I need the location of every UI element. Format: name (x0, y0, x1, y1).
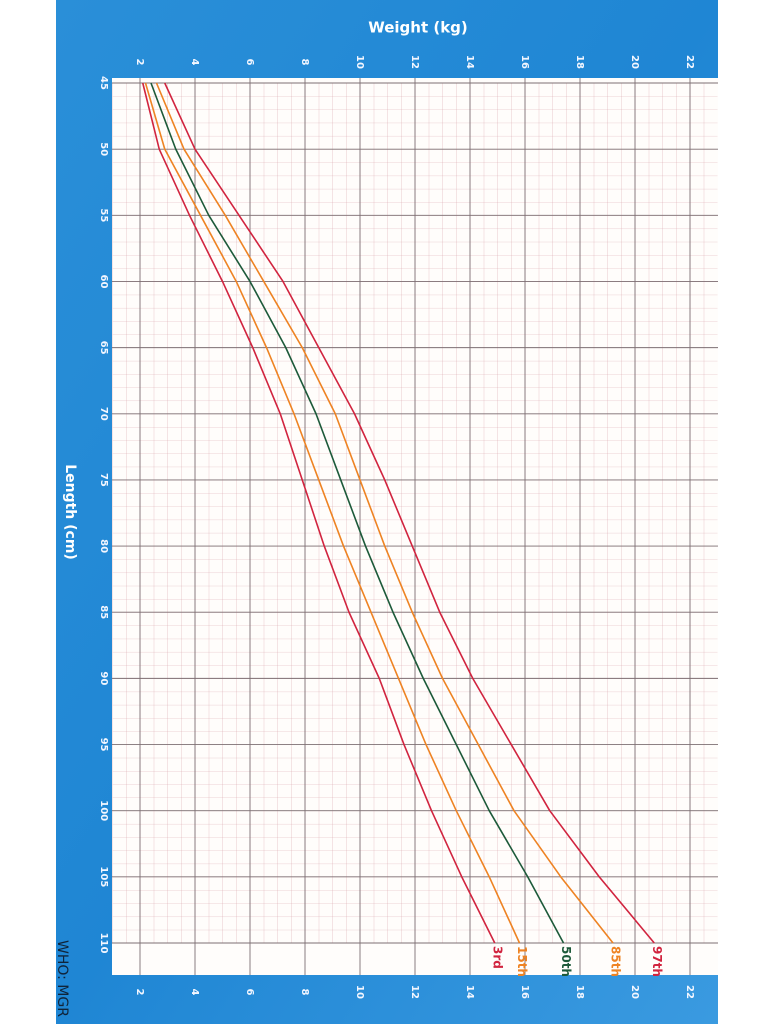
weight-tick-label: 2 (134, 59, 145, 66)
percentile-curve (144, 82, 521, 944)
weight-tick-label: 10 (354, 55, 365, 69)
length-tick-label: 110 (98, 933, 109, 954)
weight-tick-label: 18 (574, 55, 585, 69)
length-tick-label: 90 (98, 671, 109, 685)
weight-tick-label: 12 (409, 985, 420, 999)
curve-label: 85th (609, 946, 623, 977)
weight-tick-label: 16 (519, 985, 530, 999)
length-tick-label: 80 (98, 539, 109, 553)
weight-tick-label: 20 (629, 55, 640, 69)
weight-tick-label: 22 (684, 985, 695, 999)
length-tick-label: 95 (98, 738, 109, 752)
weight-tick-label: 22 (684, 55, 695, 69)
curve-label: 3rd (490, 946, 504, 969)
length-tick-label: 65 (98, 341, 109, 355)
percentile-curve (155, 82, 614, 944)
length-tick-label: 105 (98, 866, 109, 887)
curve-label: 15th (515, 946, 529, 977)
percentile-curve (164, 82, 655, 944)
weight-tick-label: 6 (244, 59, 255, 66)
weight-tick-label: 4 (189, 59, 200, 66)
weight-tick-label: 14 (464, 985, 475, 999)
x-axis-title: Length (cm) (62, 464, 78, 560)
labels: 2244668810101212141416161818202022224550… (98, 55, 695, 999)
weight-tick-label: 14 (464, 55, 475, 69)
weight-tick-label: 20 (629, 985, 640, 999)
length-tick-label: 50 (98, 142, 109, 156)
length-tick-label: 55 (98, 208, 109, 222)
source-note: WHO: MGR (54, 940, 70, 1017)
weight-tick-label: 16 (519, 55, 530, 69)
weight-tick-label: 4 (189, 989, 200, 996)
weight-tick-label: 18 (574, 985, 585, 999)
weight-tick-label: 8 (299, 989, 310, 996)
curves (141, 82, 655, 944)
curve-label: 50th (559, 946, 573, 977)
weight-tick-label: 6 (244, 989, 255, 996)
length-tick-label: 60 (98, 275, 109, 289)
weight-tick-label: 12 (409, 55, 420, 69)
curve-label: 97th (650, 946, 664, 977)
weight-tick-label: 10 (354, 985, 365, 999)
weight-tick-label: 8 (299, 59, 310, 66)
weight-tick-label: 2 (134, 989, 145, 996)
length-tick-label: 70 (98, 407, 109, 421)
length-tick-label: 45 (98, 76, 109, 90)
length-tick-label: 75 (98, 473, 109, 487)
length-tick-label: 85 (98, 605, 109, 619)
percentile-curve (141, 82, 496, 944)
length-tick-label: 100 (98, 800, 109, 821)
chart-title: Weight (kg) (368, 19, 468, 37)
percentile-curve (150, 82, 565, 944)
grid (112, 78, 718, 975)
